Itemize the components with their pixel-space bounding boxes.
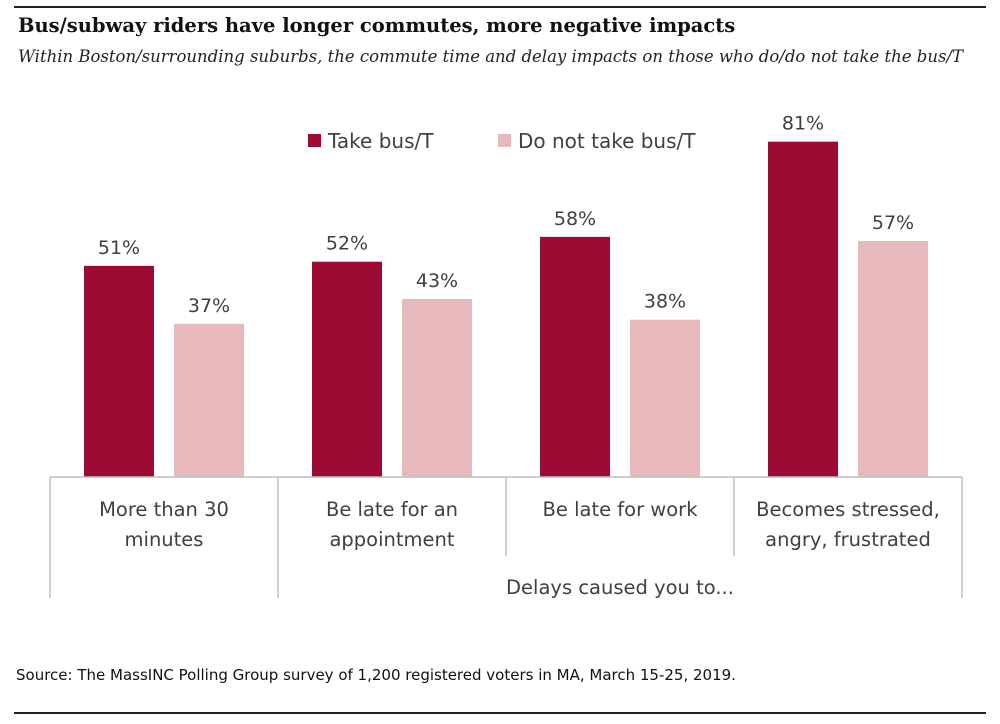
tick-label: angry, frustrated bbox=[765, 528, 931, 551]
tick-label: More than 30 bbox=[99, 498, 229, 521]
bar bbox=[84, 265, 154, 477]
chart-subtitle: Within Boston/surrounding suburbs, the c… bbox=[18, 47, 963, 66]
top-rule bbox=[14, 6, 986, 8]
tick-label: appointment bbox=[329, 528, 454, 551]
legend-label: Take bus/T bbox=[327, 129, 434, 153]
legend-swatch bbox=[498, 134, 511, 147]
data-label: 38% bbox=[644, 291, 686, 313]
chart-title: Bus/subway riders have longer commutes, … bbox=[18, 14, 736, 37]
bar bbox=[858, 241, 928, 477]
data-label: 37% bbox=[188, 295, 230, 317]
bar bbox=[540, 236, 610, 477]
tick-label: Becomes stressed, bbox=[756, 498, 940, 521]
source-note: Source: The MassINC Polling Group survey… bbox=[16, 666, 736, 684]
bar bbox=[312, 261, 382, 477]
tick-label: Be late for an bbox=[326, 498, 458, 521]
data-label: 58% bbox=[554, 208, 596, 230]
tick-label: Be late for work bbox=[543, 498, 699, 521]
bar bbox=[768, 141, 838, 477]
legend-label: Do not take bus/T bbox=[518, 129, 696, 153]
bottom-rule bbox=[14, 712, 986, 714]
tick-label: minutes bbox=[125, 528, 204, 551]
legend-swatch bbox=[308, 134, 321, 147]
data-label: 43% bbox=[416, 270, 458, 292]
data-label: 57% bbox=[872, 212, 914, 234]
bar bbox=[630, 319, 700, 477]
data-label: 51% bbox=[98, 237, 140, 259]
group-label: Delays caused you to... bbox=[506, 576, 734, 599]
bar bbox=[402, 298, 472, 477]
data-label: 52% bbox=[326, 233, 368, 255]
data-label: 81% bbox=[782, 113, 824, 135]
bar bbox=[174, 323, 244, 477]
